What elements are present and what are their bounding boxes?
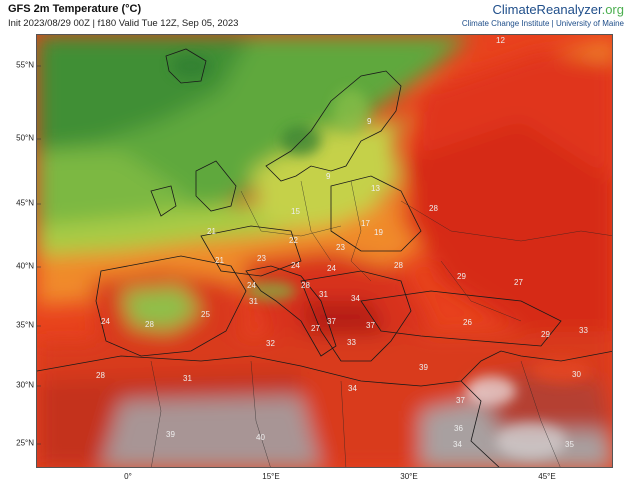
temp-label: 21 — [215, 256, 224, 265]
temp-label: 30 — [572, 370, 581, 379]
temp-label: 21 — [207, 227, 216, 236]
temperature-labels: 12 9 9 13 15 17 19 28 21 22 23 21 23 24 … — [96, 36, 588, 449]
temp-label: 19 — [374, 228, 383, 237]
lon-label-30e: 30°E — [400, 472, 418, 481]
temp-label: 29 — [541, 330, 550, 339]
brand-name: ClimateReanalyzer — [492, 2, 602, 17]
temp-label: 15 — [291, 207, 300, 216]
temp-label: 28 — [429, 204, 438, 213]
header: GFS 2m Temperature (°C) Init 2023/08/29 … — [0, 0, 632, 34]
temp-label: 31 — [319, 290, 328, 299]
temp-label: 24 — [291, 261, 300, 270]
temp-label: 35 — [565, 440, 574, 449]
lon-label-15e: 15°E — [262, 472, 280, 481]
temp-label: 24 — [247, 281, 256, 290]
temp-label: 17 — [361, 219, 370, 228]
lon-label-45e: 45°E — [538, 472, 556, 481]
temp-label: 29 — [457, 272, 466, 281]
temp-label: 37 — [327, 317, 336, 326]
temp-label: 36 — [454, 424, 463, 433]
lon-label-0: 0° — [124, 472, 132, 481]
country-borders — [150, 180, 612, 467]
temp-label: 23 — [336, 243, 345, 252]
temp-label: 28 — [301, 281, 310, 290]
temp-label: 28 — [145, 320, 154, 329]
lat-label-25n: 25°N — [16, 438, 34, 448]
brand-tld: .org — [601, 2, 624, 17]
lat-label-35n: 35°N — [16, 320, 34, 330]
map-subtitle: Init 2023/08/29 00Z | f180 Valid Tue 12Z… — [8, 18, 239, 29]
temp-label: 28 — [96, 371, 105, 380]
temp-label: 9 — [367, 117, 372, 126]
lat-label-30n: 30°N — [16, 380, 34, 390]
temp-label: 33 — [347, 338, 356, 347]
temp-label: 27 — [514, 278, 523, 287]
temp-label: 39 — [419, 363, 428, 372]
temp-label: 28 — [394, 261, 403, 270]
temp-label: 24 — [101, 317, 110, 326]
temp-label: 32 — [266, 339, 275, 348]
temp-label: 13 — [371, 184, 380, 193]
temp-label: 34 — [453, 440, 462, 449]
lat-label-40n: 40°N — [16, 261, 34, 271]
lat-label-45n: 45°N — [16, 198, 34, 208]
brand-logo[interactable]: ClimateReanalyzer.org — [492, 2, 624, 17]
temp-label: 31 — [183, 374, 192, 383]
temperature-map[interactable]: 12 9 9 13 15 17 19 28 21 22 23 21 23 24 … — [36, 34, 613, 468]
temp-label: 22 — [289, 236, 298, 245]
lat-label-50n: 50°N — [16, 133, 34, 143]
temp-label: 39 — [166, 430, 175, 439]
temp-label: 9 — [326, 172, 331, 181]
lat-label-55n: 55°N — [16, 60, 34, 70]
temp-label: 26 — [463, 318, 472, 327]
temp-label: 27 — [311, 324, 320, 333]
lat-ticks — [37, 65, 41, 445]
temp-label: 34 — [348, 384, 357, 393]
temperature-texture — [171, 54, 591, 459]
temp-label: 37 — [456, 396, 465, 405]
temperature-field — [37, 35, 612, 467]
temp-label: 37 — [366, 321, 375, 330]
temp-label: 33 — [579, 326, 588, 335]
coastlines — [37, 48, 612, 467]
temp-label: 24 — [327, 264, 336, 273]
brand-affiliation: Climate Change Institute | University of… — [461, 19, 624, 28]
map-svg: 12 9 9 13 15 17 19 28 21 22 23 21 23 24 … — [37, 35, 612, 467]
temp-label: 23 — [257, 254, 266, 263]
temp-label: 25 — [201, 310, 210, 319]
map-title: GFS 2m Temperature (°C) — [8, 3, 142, 15]
temp-label: 34 — [351, 294, 360, 303]
temp-label: 31 — [249, 297, 258, 306]
temp-label: 12 — [496, 36, 505, 45]
temp-label: 40 — [256, 433, 265, 442]
